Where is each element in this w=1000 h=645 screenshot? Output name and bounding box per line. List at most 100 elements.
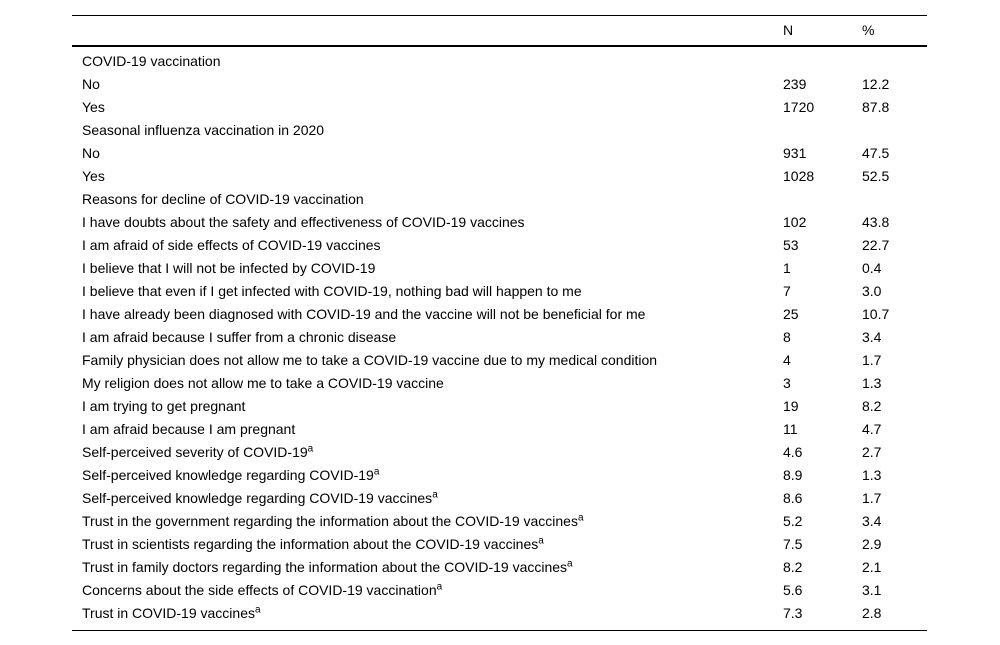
row-pct-value: 2.1 (862, 559, 882, 575)
row-label: I am afraid because I suffer from a chro… (82, 329, 397, 345)
row-pct-value: 3.1 (862, 582, 882, 598)
row-pct-value: 4.7 (862, 421, 882, 437)
row-n-value: 7 (783, 283, 791, 299)
table-row: Trust in family doctors regarding the in… (72, 556, 927, 579)
table-body: COVID-19 vaccination No 239 12.2 Yes 1720 87.8… (72, 47, 927, 631)
table-row: I am trying to get pregnant 19 8.2 (72, 395, 927, 418)
row-label: COVID-19 vaccination (82, 53, 221, 69)
row-label: I am afraid because I am pregnant (82, 421, 296, 437)
row-n-value: 25 (783, 306, 799, 322)
table-row: Yes 1720 87.8 (72, 96, 927, 119)
row-label: Seasonal influenza vaccination in 2020 (82, 122, 325, 138)
row-label: Concerns about the side effects of COVID… (82, 581, 443, 598)
row-label: Self-perceived severity of COVID-19a (82, 443, 314, 460)
row-label: I have already been diagnosed with COVID… (82, 306, 646, 322)
row-label: Yes (82, 168, 105, 184)
table-row: I have already been diagnosed with COVID… (72, 303, 927, 326)
row-n-value: 11 (783, 421, 798, 437)
row-label: Self-perceived knowledge regarding COVID… (82, 489, 438, 506)
row-n-value: 3 (783, 375, 791, 391)
row-pct-value: 2.9 (862, 536, 882, 552)
row-n-value: 1720 (783, 99, 815, 115)
table-row: I have doubts about the safety and effec… (72, 211, 927, 234)
row-pct-value: 43.8 (862, 214, 890, 230)
footnote-marker: a (373, 466, 380, 478)
row-n-value: 4.6 (783, 444, 803, 460)
row-label: Trust in the government regarding the in… (82, 512, 584, 529)
footnote-marker: a (436, 581, 443, 593)
table-row: Trust in scientists regarding the inform… (72, 533, 927, 556)
table-row: I believe that I will not be infected by… (72, 257, 927, 280)
table-row: Trust in the government regarding the in… (72, 510, 927, 533)
row-n-value: 7.3 (783, 605, 803, 621)
row-label: Self-perceived knowledge regarding COVID… (82, 466, 380, 483)
column-header-n: N (783, 22, 794, 38)
row-label: Yes (82, 99, 105, 115)
row-pct-value: 52.5 (862, 168, 890, 184)
table-row: Self-perceived severity of COVID-19a 4.6 2… (72, 441, 927, 464)
table-row: No 931 47.5 (72, 142, 927, 165)
row-label: Trust in COVID-19 vaccinesa (82, 604, 261, 621)
row-pct-value: 2.7 (862, 444, 882, 460)
row-pct-value: 1.3 (862, 375, 882, 391)
footnote-marker: a (538, 535, 544, 547)
row-n-value: 19 (783, 398, 799, 414)
row-n-value: 8.2 (783, 559, 803, 575)
footnote-marker: a (432, 489, 438, 501)
descriptive-statistics-table: N % COVID-19 vaccination No 239 12.2 Yes 1720… (72, 15, 927, 631)
row-n-value: 102 (783, 214, 807, 230)
row-n-value: 53 (783, 237, 799, 253)
row-pct-value: 3.4 (862, 329, 882, 345)
footnote-marker: a (254, 604, 261, 616)
row-label: Reasons for decline of COVID-19 vaccinat… (82, 191, 364, 207)
row-pct-value: 47.5 (862, 145, 890, 161)
table-row: I am afraid of side effects of COVID-19 … (72, 234, 927, 257)
table-row: Yes 1028 52.5 (72, 165, 927, 188)
row-pct-value: 0.4 (862, 260, 882, 276)
row-n-value: 1028 (783, 168, 815, 184)
row-label: I believe that even if I get infected wi… (82, 283, 582, 299)
row-n-value: 4 (783, 352, 791, 368)
row-n-value: 8.6 (783, 490, 803, 506)
table-row: Self-perceived knowledge regarding COVID… (72, 464, 927, 487)
row-label: I believe that I will not be infected by… (82, 260, 376, 276)
row-label: Family physician does not allow me to ta… (82, 352, 658, 368)
footnote-marker: a (307, 443, 314, 455)
row-pct-value: 1.7 (862, 352, 882, 368)
row-pct-value: 2.8 (862, 605, 882, 621)
row-n-value: 931 (783, 145, 807, 161)
row-n-value: 5.2 (783, 513, 803, 529)
row-label: No (82, 76, 100, 92)
table-row: Trust in COVID-19 vaccinesa 7.3 2.8 (72, 602, 927, 625)
row-pct-value: 1.7 (862, 490, 882, 506)
table-row: No 239 12.2 (72, 73, 927, 96)
row-label: I am trying to get pregnant (82, 398, 246, 414)
row-n-value: 239 (783, 76, 807, 92)
row-n-value: 1 (783, 260, 791, 276)
row-pct-value: 12.2 (862, 76, 890, 92)
row-label: My religion does not allow me to take a … (82, 375, 444, 391)
row-pct-value: 1.3 (862, 467, 882, 483)
table-row: COVID-19 vaccination (72, 50, 927, 73)
row-pct-value: 3.0 (862, 283, 882, 299)
row-label: Trust in family doctors regarding the in… (82, 558, 573, 575)
row-n-value: 5.6 (783, 582, 803, 598)
row-label: No (82, 145, 100, 161)
table-header-row: N % (72, 16, 927, 47)
row-pct-value: 22.7 (862, 237, 890, 253)
table-row: Concerns about the side effects of COVID… (72, 579, 927, 602)
row-n-value: 8.9 (783, 467, 803, 483)
row-n-value: 8 (783, 329, 791, 345)
table-row: My religion does not allow me to take a … (72, 372, 927, 395)
footnote-marker: a (567, 558, 573, 570)
table-row: Reasons for decline of COVID-19 vaccinat… (72, 188, 927, 211)
row-pct-value: 3.4 (862, 513, 882, 529)
table-row: Seasonal influenza vaccination in 2020 (72, 119, 927, 142)
table-row: I am afraid because I am pregnant 11 4.7 (72, 418, 927, 441)
row-label: Trust in scientists regarding the inform… (82, 535, 544, 552)
footnote-marker: a (577, 512, 584, 524)
row-pct-value: 8.2 (862, 398, 882, 414)
table-row: Family physician does not allow me to ta… (72, 349, 927, 372)
row-pct-value: 87.8 (862, 99, 890, 115)
